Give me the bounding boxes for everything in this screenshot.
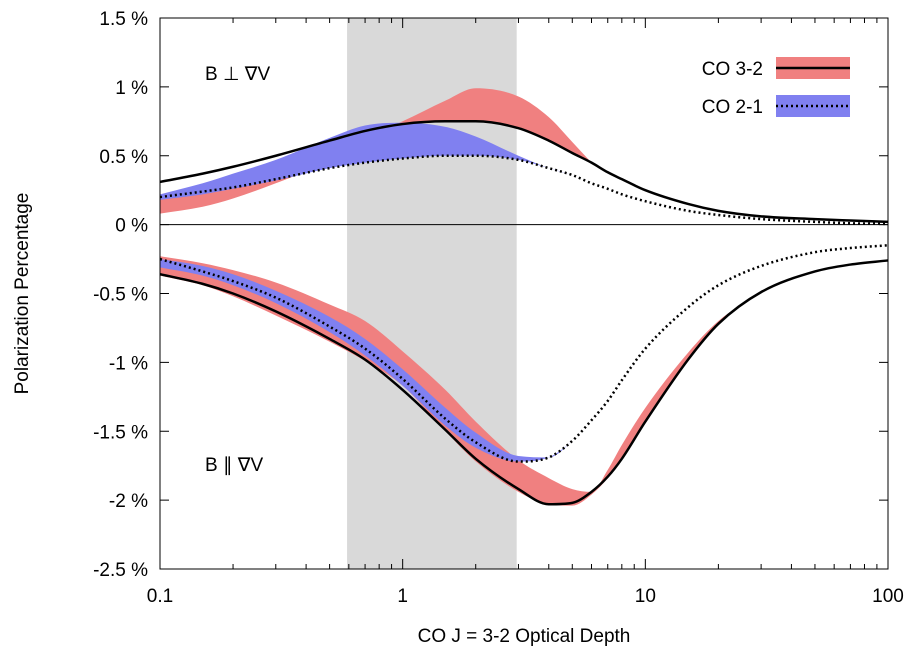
- line-co-2-1-perp: [159, 154, 889, 226]
- legend-label-0: CO 3-2: [702, 59, 763, 80]
- line-co-3-2-par: [159, 259, 889, 506]
- line-co-3-2-perp: [159, 120, 889, 224]
- annotation-b-parallel: B ∥ ∇V: [205, 455, 263, 476]
- y-tick-label: 1.5 %: [99, 9, 148, 30]
- x-axis-title: CO J = 3-2 Optical Depth: [418, 626, 631, 647]
- y-tick-label: -2.5 %: [93, 560, 148, 581]
- y-tick-label: 1 %: [115, 78, 148, 99]
- x-tick-label: 10: [635, 586, 656, 607]
- y-tick-label: -1 %: [109, 353, 148, 374]
- y-tick-label: -2 %: [109, 491, 148, 512]
- x-tick-label: 1: [397, 586, 408, 607]
- x-tick-label: 100: [872, 586, 904, 607]
- y-tick-label: -0.5 %: [93, 285, 148, 306]
- y-tick-label: -1.5 %: [93, 422, 148, 443]
- band-co-2-1-par: [160, 259, 689, 462]
- x-tick-label: 0.1: [147, 586, 173, 607]
- band-co-3-2-perp: [160, 88, 592, 214]
- y-tick-label: 0.5 %: [99, 147, 148, 168]
- band-co-2-1-perp: [160, 122, 573, 200]
- legend: CO 3-2 CO 2-1: [702, 57, 850, 118]
- annotation-b-perp: B ⊥ ∇V: [205, 64, 270, 85]
- y-axis-title: Polarization Percentage: [12, 193, 33, 395]
- axes: -2.5 % -2 % -1.5 % -1 % -0.5 % 0 % 0.5 % 1 % 1.5…: [93, 9, 904, 607]
- plot-area: [159, 18, 889, 569]
- legend-label-1: CO 2-1: [702, 97, 763, 118]
- y-tick-label: 0 %: [115, 216, 148, 237]
- line-co-2-1-par: [159, 244, 889, 463]
